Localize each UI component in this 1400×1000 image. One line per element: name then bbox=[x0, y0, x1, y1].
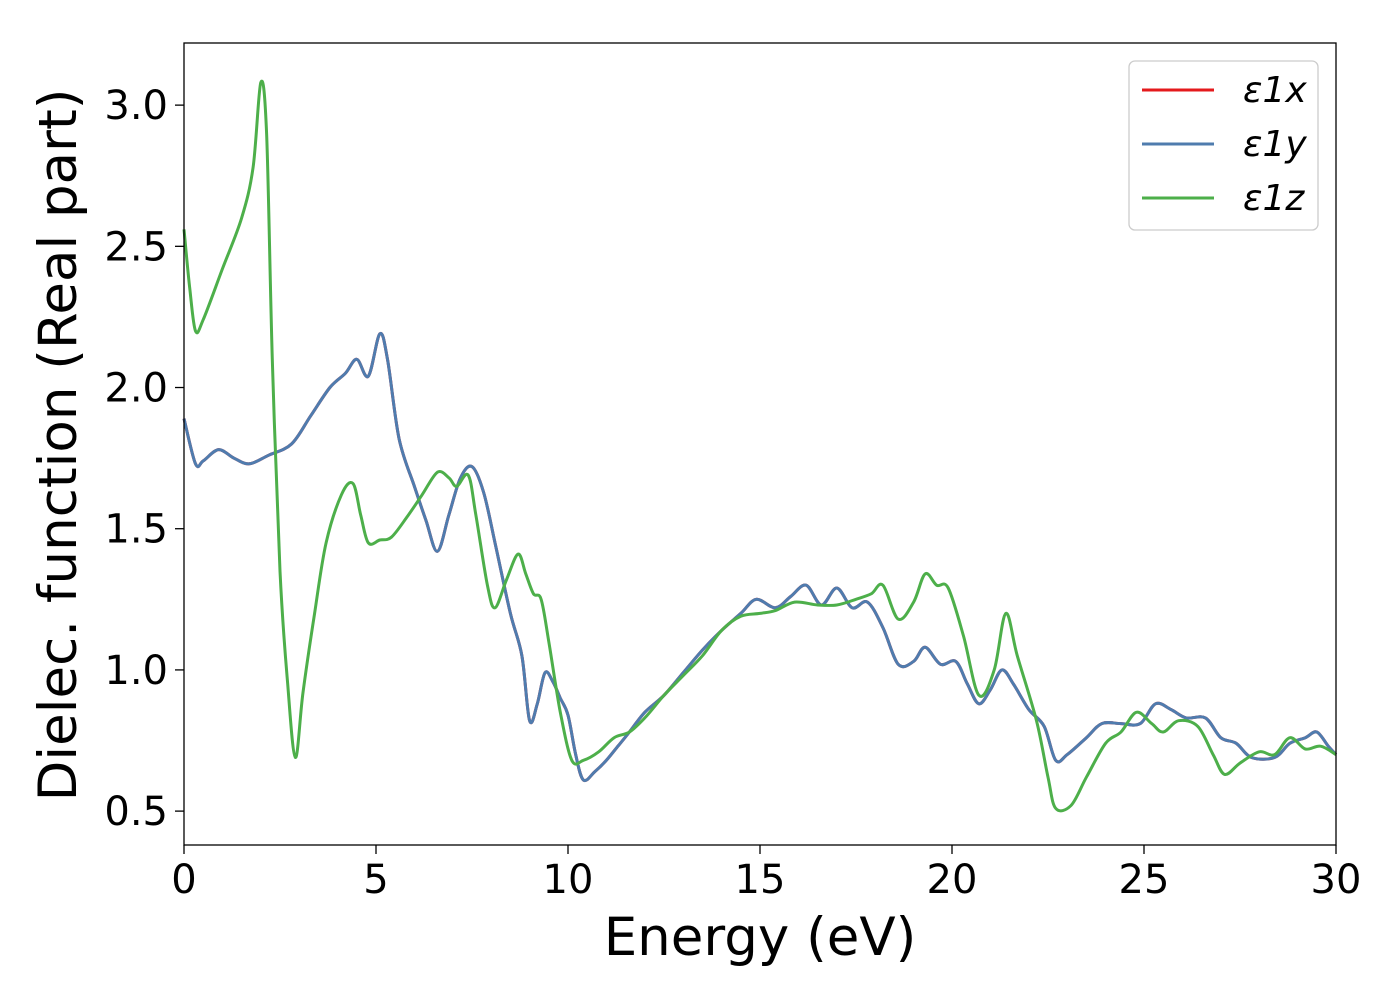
x-tick-label: 30 bbox=[1311, 857, 1362, 903]
y-axis-label: Dielec. function (Real part) bbox=[28, 89, 89, 802]
y-axis-ticks: 0.5 1.0 1.5 2.0 2.5 3.0 bbox=[104, 83, 184, 835]
x-tick-label: 20 bbox=[927, 857, 978, 903]
legend-label-2: ε1y bbox=[1243, 124, 1307, 165]
plot-frame bbox=[183, 42, 1337, 846]
y-tick-label: 2.5 bbox=[104, 224, 168, 270]
x-tick-label: 10 bbox=[543, 857, 594, 903]
series-line-3 bbox=[182, 79, 1337, 813]
x-tick-label: 15 bbox=[735, 857, 786, 903]
legend: ε1x ε1y ε1z bbox=[1128, 60, 1319, 231]
x-tick-label: 25 bbox=[1119, 857, 1170, 903]
legend-frame bbox=[1128, 60, 1319, 231]
series-lines bbox=[182, 79, 1338, 813]
x-axis-ticks: 0 5 10 15 20 25 30 bbox=[171, 845, 1361, 903]
series-line-2 bbox=[182, 331, 1338, 783]
y-tick-label: 1.0 bbox=[104, 648, 168, 694]
y-tick-label: 1.5 bbox=[104, 507, 168, 553]
y-tick-label: 2.0 bbox=[104, 366, 168, 412]
y-tick-label: 3.0 bbox=[104, 83, 168, 129]
legend-label-1: ε1x bbox=[1243, 70, 1307, 111]
y-tick-label: 0.5 bbox=[104, 789, 168, 835]
x-tick-label: 0 bbox=[171, 857, 196, 903]
legend-label-3: ε1z bbox=[1243, 178, 1305, 219]
x-tick-label: 5 bbox=[363, 857, 388, 903]
x-axis-label: Energy (eV) bbox=[604, 907, 917, 968]
